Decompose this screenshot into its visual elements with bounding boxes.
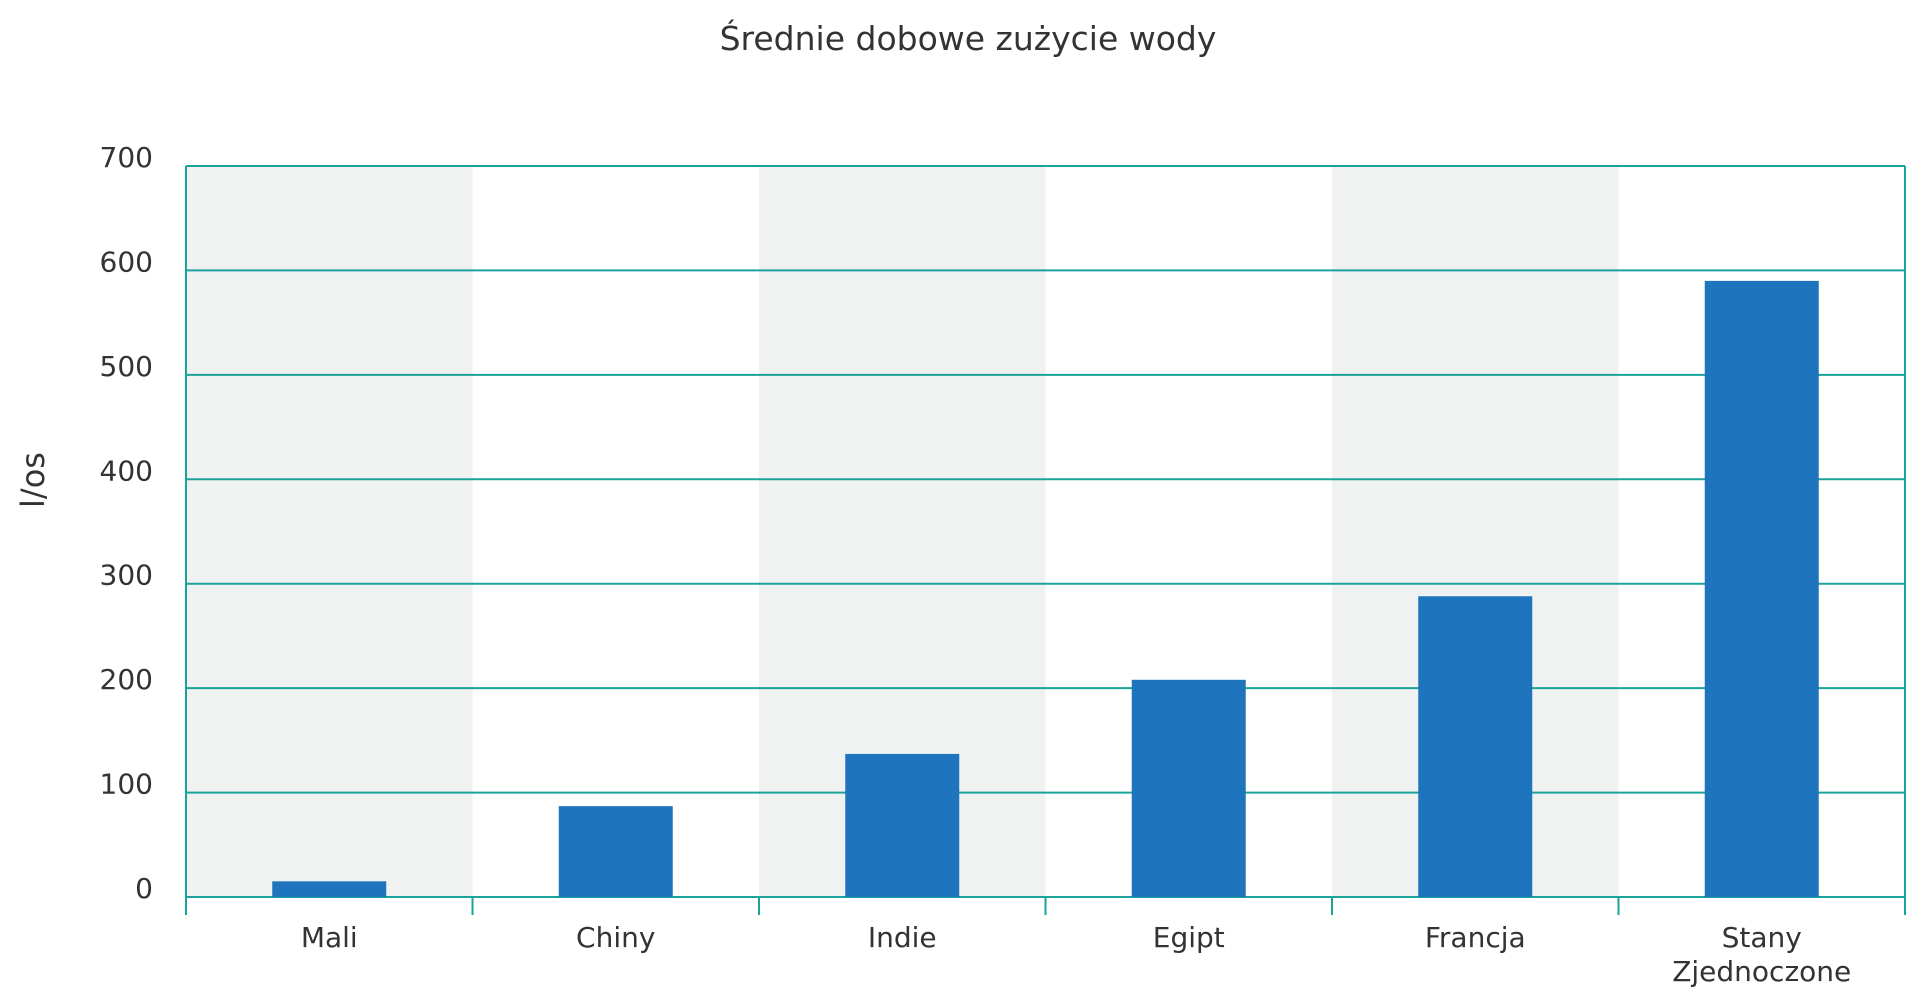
axes (185, 166, 1906, 915)
chart-title: Średnie dobowe zużycie wody (720, 18, 1217, 58)
x-category-label: Stany Zjednoczone (1672, 921, 1851, 988)
background-bands (186, 166, 1619, 897)
y-tick-label: 700 (100, 141, 153, 174)
x-category-labels: Mali Chiny Indie Egipt Francja Stany Zjednoczo… (301, 921, 1851, 988)
x-category-label-line: Chiny (576, 921, 655, 954)
bar (1418, 596, 1533, 897)
x-category-label-line: Stany (1722, 921, 1802, 954)
x-category-label-line: Indie (868, 921, 937, 954)
x-category-label: Francja (1425, 921, 1526, 954)
y-tick-label: 100 (100, 768, 153, 801)
bar (845, 753, 960, 897)
x-category-label-line: Francja (1425, 921, 1526, 954)
y-tick-labels: 0 100 200 300 400 500 600 700 (100, 141, 153, 905)
y-tick-label: 0 (135, 872, 153, 905)
y-tick-label: 300 (100, 559, 153, 592)
x-category-label: Mali (301, 921, 358, 954)
y-tick-label: 200 (100, 663, 153, 696)
x-category-label-line: Zjednoczone (1672, 955, 1851, 988)
x-category-label: Indie (868, 921, 937, 954)
x-category-label-line: Egipt (1153, 921, 1225, 954)
bar (272, 881, 387, 897)
y-tick-label: 600 (100, 245, 153, 278)
x-category-label: Chiny (576, 921, 655, 954)
y-axis-label: l/os (14, 452, 52, 508)
y-tick-label: 400 (100, 454, 153, 487)
bar (1131, 679, 1246, 897)
y-tick-label: 500 (100, 350, 153, 383)
x-category-label-line: Mali (301, 921, 358, 954)
bar (558, 806, 673, 897)
bar (1704, 280, 1819, 897)
background-band (186, 166, 473, 897)
x-category-label: Egipt (1153, 921, 1225, 954)
bars (272, 280, 1819, 897)
